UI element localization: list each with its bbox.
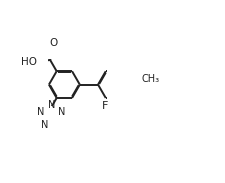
Text: N: N bbox=[48, 100, 55, 110]
Text: HO: HO bbox=[21, 57, 37, 67]
Text: F: F bbox=[102, 101, 108, 111]
Text: N: N bbox=[41, 120, 49, 130]
Text: O: O bbox=[50, 38, 58, 48]
Text: N: N bbox=[58, 107, 66, 117]
Text: CH₃: CH₃ bbox=[141, 74, 159, 84]
Text: N: N bbox=[37, 107, 45, 117]
